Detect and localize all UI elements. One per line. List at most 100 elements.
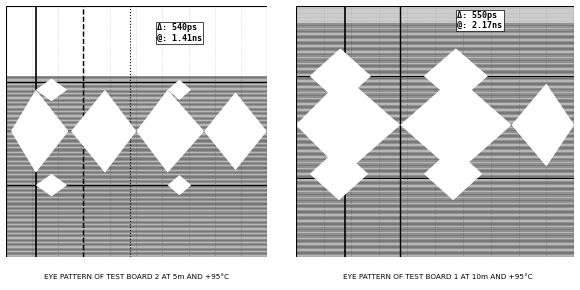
Bar: [296, 54, 574, 55]
Bar: [296, 74, 574, 76]
Bar: [296, 202, 574, 204]
Bar: [6, 179, 267, 180]
Bar: [296, 162, 574, 163]
Bar: [6, 206, 267, 207]
Bar: [296, 232, 574, 233]
Bar: [6, 163, 267, 164]
Bar: [296, 238, 574, 239]
Bar: [6, 188, 267, 189]
Bar: [6, 77, 267, 78]
Bar: [296, 235, 574, 236]
Bar: [6, 118, 267, 119]
Bar: [6, 154, 267, 155]
Bar: [296, 115, 574, 117]
Bar: [6, 222, 267, 223]
Text: EYE PATTERN OF TEST BOARD 1 AT 10m AND +95°C: EYE PATTERN OF TEST BOARD 1 AT 10m AND +…: [343, 274, 533, 280]
Bar: [6, 145, 267, 146]
Bar: [296, 95, 574, 96]
Bar: [6, 210, 267, 211]
Bar: [296, 121, 574, 122]
Bar: [6, 255, 267, 257]
Bar: [296, 66, 574, 67]
Bar: [296, 249, 574, 251]
Bar: [296, 173, 574, 175]
Bar: [296, 130, 574, 131]
Bar: [6, 213, 267, 214]
Bar: [296, 226, 574, 227]
Bar: [296, 176, 574, 178]
Bar: [6, 138, 267, 139]
Bar: [296, 209, 574, 210]
Bar: [296, 118, 574, 119]
Polygon shape: [168, 80, 191, 100]
Bar: [296, 185, 574, 187]
Bar: [296, 229, 574, 230]
Bar: [6, 90, 267, 92]
Polygon shape: [400, 76, 512, 174]
Bar: [6, 174, 267, 175]
Bar: [6, 195, 267, 196]
Bar: [6, 6, 267, 76]
Bar: [6, 127, 267, 128]
Bar: [296, 60, 574, 61]
Bar: [6, 147, 267, 148]
Bar: [6, 97, 267, 99]
Bar: [6, 104, 267, 105]
Bar: [296, 135, 574, 137]
Bar: [296, 42, 574, 44]
Bar: [296, 171, 574, 172]
Polygon shape: [11, 90, 68, 173]
Bar: [296, 243, 574, 245]
Bar: [6, 185, 267, 187]
Bar: [6, 133, 267, 135]
Bar: [296, 109, 574, 111]
Bar: [296, 156, 574, 157]
Bar: [296, 89, 574, 90]
Bar: [6, 204, 267, 205]
Bar: [6, 197, 267, 198]
Bar: [296, 101, 574, 102]
Bar: [6, 240, 267, 241]
Bar: [6, 152, 267, 153]
Bar: [6, 219, 267, 220]
Text: EYE PATTERN OF TEST BOARD 2 AT 5m AND +95°C: EYE PATTERN OF TEST BOARD 2 AT 5m AND +9…: [44, 274, 229, 280]
Bar: [296, 246, 574, 248]
Bar: [6, 228, 267, 230]
Bar: [296, 51, 574, 52]
Bar: [296, 28, 574, 29]
Bar: [296, 57, 574, 58]
Bar: [296, 39, 574, 41]
Bar: [296, 168, 574, 169]
Bar: [6, 165, 267, 166]
Bar: [6, 226, 267, 227]
Text: Δ: 540ps
@: 1.41ns: Δ: 540ps @: 1.41ns: [157, 23, 202, 43]
Bar: [6, 124, 267, 126]
Bar: [6, 199, 267, 200]
Polygon shape: [424, 48, 488, 104]
Bar: [6, 115, 267, 117]
Bar: [296, 240, 574, 242]
Bar: [296, 141, 574, 143]
Bar: [296, 197, 574, 198]
Polygon shape: [424, 148, 483, 200]
Bar: [296, 86, 574, 88]
Bar: [296, 223, 574, 224]
Bar: [6, 235, 267, 236]
Bar: [6, 172, 267, 173]
Bar: [296, 48, 574, 50]
Polygon shape: [296, 76, 400, 174]
Bar: [6, 102, 267, 103]
Bar: [6, 237, 267, 239]
Bar: [6, 131, 267, 133]
Bar: [296, 255, 574, 257]
Bar: [6, 244, 267, 245]
Bar: [6, 176, 267, 178]
Bar: [6, 167, 267, 168]
Bar: [6, 170, 267, 171]
Bar: [296, 214, 574, 216]
Polygon shape: [36, 79, 67, 101]
Bar: [296, 150, 574, 152]
Bar: [6, 190, 267, 191]
Bar: [296, 83, 574, 85]
Bar: [6, 224, 267, 225]
